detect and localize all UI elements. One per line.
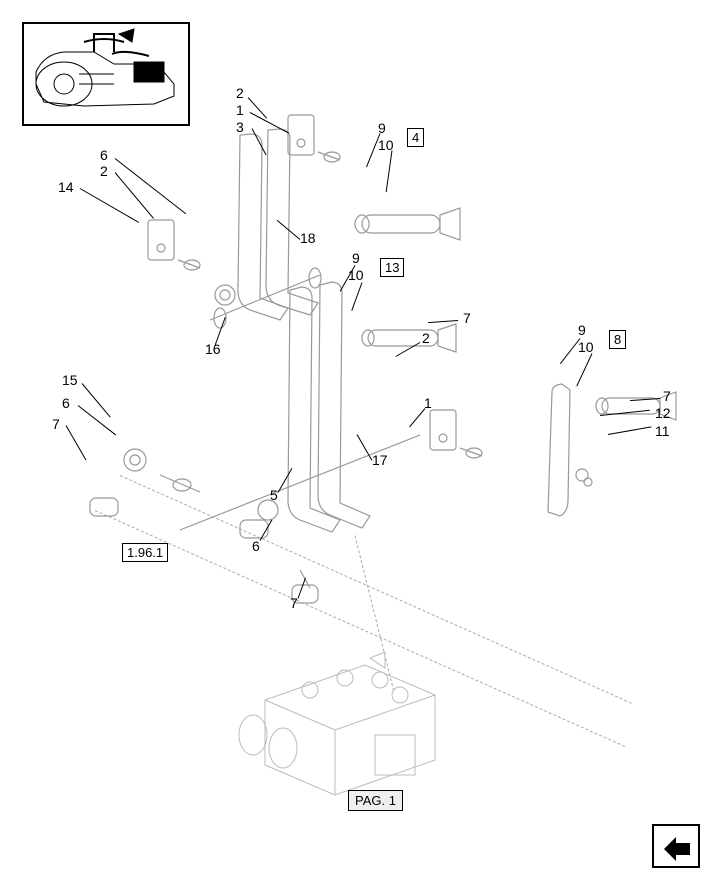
callout-6-lower: 6 [252,538,260,554]
callout-1-top: 1 [236,102,244,118]
valve-block-svg [225,640,465,810]
callout-7-lower: 7 [290,595,298,611]
callout-7-mid: 7 [463,310,471,326]
callout-11: 11 [655,423,670,439]
arrow-return-icon [658,831,694,861]
callout-15: 15 [62,372,78,388]
callout-10-right: 10 [578,339,594,355]
callout-7-left: 7 [52,416,60,432]
callout-9-top: 9 [378,120,386,136]
callout-6-left: 6 [62,395,70,411]
callout-box-196: 1.96.1 [122,543,168,562]
callout-3: 3 [236,119,244,135]
callout-17: 17 [372,452,388,468]
callout-9-right: 9 [578,322,586,338]
callout-10-top: 10 [378,137,394,153]
callout-14: 14 [58,179,74,195]
callout-2-mid: 2 [422,330,430,346]
callout-box-4: 4 [407,128,424,147]
callout-2-left: 2 [100,163,108,179]
callout-6-upper: 6 [100,147,108,163]
callout-1-mid: 1 [424,395,432,411]
callout-5: 5 [270,487,278,503]
callout-10-mid: 10 [348,267,364,283]
page-ref-label: PAG. 1 [348,790,403,811]
callout-7-right: 7 [663,388,671,404]
nav-corner-icon[interactable] [652,824,700,868]
callout-box-13: 13 [380,258,404,277]
callout-2-top: 2 [236,85,244,101]
callout-16: 16 [205,341,221,357]
callout-9-mid: 9 [352,250,360,266]
callout-12: 12 [655,405,671,421]
callout-18: 18 [300,230,316,246]
callout-box-8: 8 [609,330,626,349]
